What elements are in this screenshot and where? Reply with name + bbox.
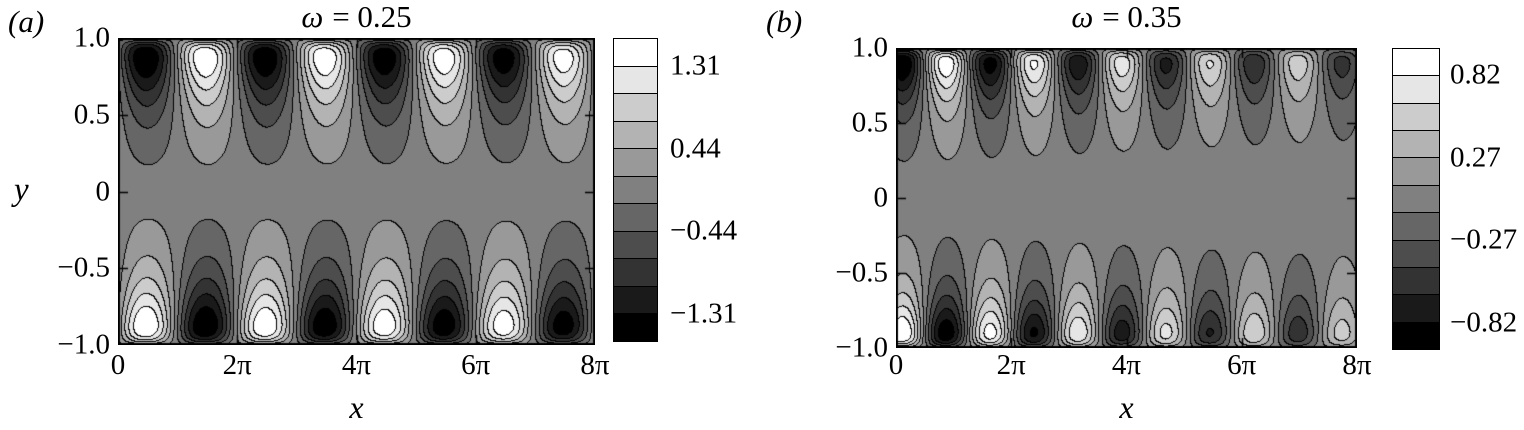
contour-plot-a (118, 38, 595, 345)
colorbar-band (1393, 295, 1439, 323)
panel-b-title: ω = 0.35 (896, 0, 1357, 34)
colorbar-band (1393, 158, 1439, 186)
colorbar-tick-label: 0.44 (670, 132, 721, 165)
colorbar-band (614, 204, 657, 232)
colorbar-band (614, 39, 657, 67)
x-tick-label: 6π (1227, 349, 1257, 381)
colorbar-band (614, 149, 657, 177)
colorbar-band (1393, 267, 1439, 296)
colorbar-band (1393, 185, 1439, 214)
omega-symbol-a: ω (301, 0, 324, 34)
colorbar-b (1392, 48, 1440, 350)
x-tick-label: 4π (341, 349, 372, 381)
colorbar-band (1393, 131, 1439, 159)
y-tick-label: 0 (95, 175, 111, 207)
colorbar-band (614, 94, 657, 122)
x-tick-label: 0 (888, 349, 904, 381)
colorbar-band (614, 121, 657, 150)
colorbar-tick-label: 0.82 (1450, 58, 1501, 91)
panel-b-tag: (b) (766, 4, 803, 39)
x-tick-label: 0 (110, 349, 126, 381)
y-tick-label: 0 (873, 181, 889, 214)
colorbar-band (1393, 240, 1439, 268)
colorbar-tick-label: −1.31 (670, 297, 738, 330)
colorbar-tick-label: −0.82 (1450, 306, 1518, 339)
x-axis-label-b: x (1119, 389, 1134, 425)
y-axis-label-a: y (14, 172, 29, 208)
x-tick-label: 2π (222, 349, 252, 381)
x-axis-label-a: x (349, 389, 364, 425)
omega-value-a: = 0.25 (332, 0, 412, 34)
colorbar-band (1393, 213, 1439, 241)
colorbar-tick-label: 0.27 (1450, 141, 1501, 174)
x-tick-label: 8π (580, 349, 610, 381)
colorbar-band (614, 314, 657, 342)
colorbar-band (614, 231, 657, 260)
colorbar-tick-label: −0.44 (670, 214, 738, 247)
x-tick-label: 8π (1342, 349, 1372, 381)
colorbar-tick-label: 1.31 (670, 49, 721, 82)
colorbar-band (1393, 49, 1439, 77)
y-tick-label: −1.0 (835, 331, 888, 364)
colorbar-band (1393, 322, 1439, 349)
panel-a-tag: (a) (8, 4, 45, 39)
x-tick-label: 2π (996, 349, 1026, 381)
omega-symbol-b: ω (1071, 0, 1094, 34)
colorbar-band (614, 286, 657, 315)
colorbar-band (1393, 76, 1439, 104)
y-tick-label: 1.0 (851, 31, 888, 64)
panel-a-title: ω = 0.25 (118, 0, 595, 34)
x-tick-label: 6π (461, 349, 491, 381)
y-tick-label: −1.0 (57, 328, 110, 361)
y-tick-label: −0.5 (57, 251, 110, 284)
colorbar-tick-label: −0.27 (1450, 223, 1518, 256)
colorbar-band (614, 66, 657, 95)
y-tick-label: 0.5 (851, 106, 888, 139)
contour-plot-b (896, 48, 1357, 348)
x-tick-label: 4π (1111, 349, 1142, 381)
omega-value-b: = 0.35 (1102, 0, 1182, 34)
y-tick-label: 0.5 (73, 98, 110, 131)
colorbar-band (614, 176, 657, 205)
y-tick-label: −0.5 (835, 256, 888, 289)
colorbar-band (1393, 103, 1439, 132)
colorbar-a (613, 38, 658, 342)
y-tick-label: 1.0 (73, 21, 110, 54)
colorbar-band (614, 259, 657, 287)
